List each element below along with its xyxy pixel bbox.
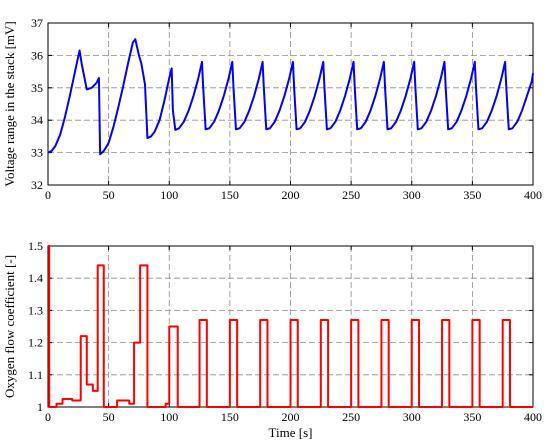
oxygen-flow-chart: 0 50 100 150 200 250 300 350 400 1 1.1 1.2 1.3 1.4 1.5…	[2, 239, 542, 440]
x-tick-label: 300	[403, 188, 421, 202]
y-tick-label: 1.2	[28, 336, 43, 350]
y-tick-label: 1.3	[28, 303, 43, 317]
x-tick-label: 50	[103, 410, 115, 424]
y-tick-label: 32	[31, 178, 43, 192]
x-tick-label: 250	[342, 188, 360, 202]
x-tick-label: 150	[221, 410, 239, 424]
voltage-series-line	[47, 38, 534, 156]
y-tick-label: 35	[31, 81, 43, 95]
y-axis-label: Voltage range in the stack [mV]	[2, 21, 17, 186]
x-tick-label: 200	[282, 410, 300, 424]
x-tick-label: 100	[160, 188, 178, 202]
oxygen-flow-series-line	[48, 245, 533, 408]
y-tick-label: 33	[31, 146, 43, 160]
x-tick-label: 200	[282, 188, 300, 202]
x-tick-label: 400	[524, 188, 542, 202]
x-tick-label: 100	[160, 410, 178, 424]
y-tick-label: 1.1	[28, 368, 43, 382]
x-tick-label: 400	[524, 410, 542, 424]
y-tick-label: 37	[31, 16, 43, 30]
y-axis-label: Oxygen flow coefficient [-]	[2, 255, 17, 398]
x-tick-label: 250	[342, 410, 360, 424]
voltage-chart: 0 50 100 150 200 250 300 350 400 32 33 34 35 36 37 Volt…	[2, 16, 542, 202]
y-tick-label: 36	[31, 48, 43, 62]
y-tick-label: 1.4	[28, 271, 43, 285]
y-tick-label: 1	[37, 400, 43, 414]
y-tick-label: 1.5	[28, 239, 43, 253]
y-tick-label: 34	[31, 113, 43, 127]
x-tick-label: 300	[403, 410, 421, 424]
x-tick-label: 0	[45, 410, 51, 424]
x-tick-label: 50	[103, 188, 115, 202]
x-tick-label: 150	[221, 188, 239, 202]
x-axis-label: Time [s]	[269, 425, 313, 440]
x-tick-label: 350	[463, 188, 481, 202]
x-tick-label: 350	[463, 410, 481, 424]
x-tick-label: 0	[45, 188, 51, 202]
